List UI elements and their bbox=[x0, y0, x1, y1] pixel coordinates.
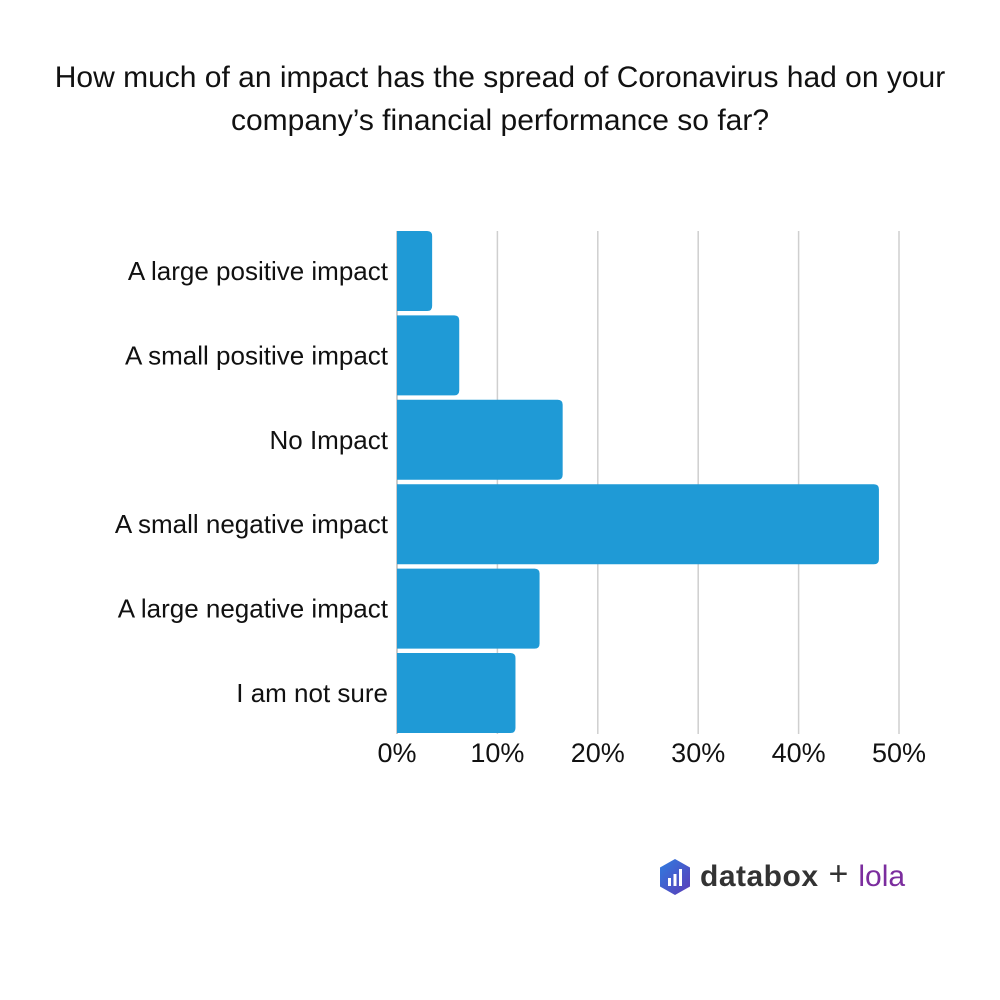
x-tick-label: 10% bbox=[470, 738, 524, 768]
category-label: A large negative impact bbox=[118, 594, 389, 624]
category-label: No Impact bbox=[270, 425, 389, 455]
x-tick-label: 0% bbox=[377, 738, 416, 768]
bar bbox=[397, 315, 460, 396]
bar bbox=[397, 399, 563, 480]
bar bbox=[397, 231, 433, 311]
logo-plus: + bbox=[828, 855, 849, 893]
x-tick-label: 30% bbox=[671, 738, 725, 768]
category-label: A large positive impact bbox=[128, 256, 389, 286]
x-tick-label: 40% bbox=[772, 738, 826, 768]
logo-lola: lola bbox=[858, 859, 906, 893]
category-label: A small positive impact bbox=[125, 340, 389, 370]
x-tick-label: 20% bbox=[571, 738, 625, 768]
bar bbox=[397, 484, 879, 565]
logo-databox: databox bbox=[700, 859, 819, 893]
category-label: I am not sure bbox=[236, 678, 388, 708]
category-label: A small negative impact bbox=[115, 509, 389, 539]
bar bbox=[397, 568, 540, 649]
bar bbox=[397, 653, 516, 733]
chart-title: How much of an impact has the spread of … bbox=[54, 61, 946, 137]
x-tick-label: 50% bbox=[872, 738, 926, 768]
logo: databox + lola bbox=[658, 855, 905, 898]
databox-logo-icon bbox=[660, 858, 690, 895]
